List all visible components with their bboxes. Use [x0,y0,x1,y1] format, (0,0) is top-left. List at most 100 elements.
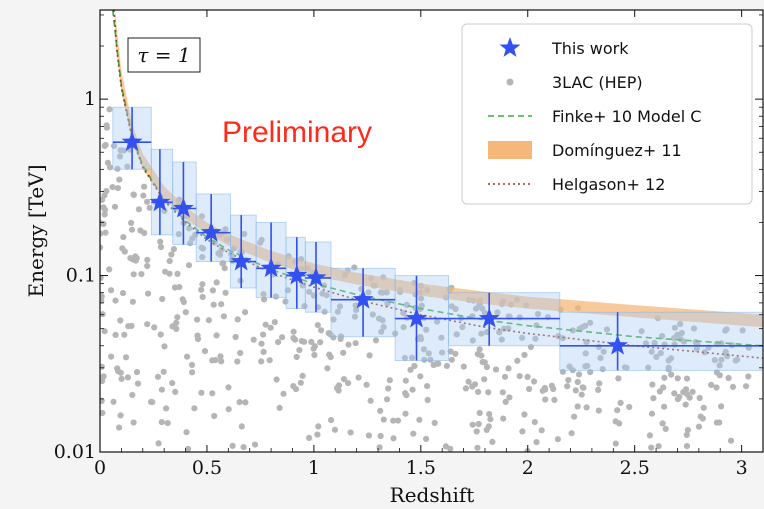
lac-point [148,398,155,405]
lac-point [275,339,282,346]
lac-point [290,383,297,390]
lac-point [173,325,180,332]
lac-point [417,336,424,343]
lac-point [102,141,109,149]
lac-point [306,434,313,441]
lac-point [106,164,114,171]
lac-point [266,357,273,364]
lac-point [314,431,321,438]
lac-point [568,430,575,437]
lac-point [189,369,196,376]
lac-point [182,309,189,316]
lac-point [682,401,689,408]
lac-point [486,411,493,418]
lac-point [117,317,124,324]
lac-point [161,343,168,350]
lac-point [686,394,693,401]
lac-point [550,385,557,393]
lac-point [683,386,690,393]
lac-point [345,380,352,387]
lac-point [671,390,678,397]
lac-point [297,379,304,386]
lac-point [390,417,397,424]
lac-point [401,354,408,361]
lac-point [290,328,297,335]
legend-entry-label: This work [551,39,629,58]
lac-point [417,373,424,380]
lac-point [516,373,523,380]
lac-point [465,378,472,385]
lac-point [597,354,604,362]
plot-frame [99,9,764,453]
lac-point [110,398,117,405]
lac-point [319,290,326,297]
lac-point [582,350,589,357]
lac-point [280,390,287,397]
lac-point [554,436,562,443]
lac-point [668,371,675,378]
lac-point [487,416,494,423]
lac-point [130,419,137,426]
lac-point [416,416,423,423]
lac-point [745,373,752,380]
lac-point [340,376,347,383]
lac-point [380,324,387,331]
lac-point [217,353,224,360]
x-tick-label: 1 [308,457,320,479]
uncertainty-box [150,148,174,236]
lac-point [383,289,390,296]
this-work-points [112,106,763,371]
lac-point [452,305,459,313]
this-work-star [305,266,327,287]
lac-point [677,320,684,328]
lac-point [385,385,392,392]
x-tick-label: 0 [94,457,106,479]
lac-point [198,286,205,293]
lac-point [100,409,106,417]
lac-point [479,358,486,366]
lac-point [251,441,259,448]
lac-point [260,348,267,355]
lac-point [365,432,372,439]
lac-point [376,444,383,451]
lac-point [418,295,425,302]
axis-ticks: 0 0.5 1 1.5 2 2.5 3 0.01 0.1 1 [54,10,763,479]
lac-point [234,358,241,365]
lac-point [262,321,269,328]
lac-point [421,356,428,363]
lac-point [229,442,236,449]
lac-point [199,245,207,252]
lac-point [713,369,721,376]
lac-point [478,330,485,337]
lac-point [117,147,124,154]
lac-point [117,369,124,376]
lac-point [293,353,300,361]
lac-point [318,327,325,334]
tau-label: τ = 1 [137,43,190,67]
lac-point [452,350,459,357]
lac-point [727,437,735,444]
lac-point [424,383,431,390]
lac-point [532,335,539,342]
legend-entry-label: Finke+ 10 Model C [552,107,701,126]
lac-point [290,334,297,342]
lac-point [386,377,393,384]
lac-point [174,314,181,321]
lac-point [378,328,385,335]
lac-point [650,395,657,402]
lac-point [250,336,257,343]
lac-point [355,374,362,381]
lac-point [542,396,549,403]
x-tick-label: 1.5 [406,457,436,479]
lac-point [119,245,126,252]
lac-point [499,389,506,396]
lac-point [218,358,225,365]
lac-point [101,328,108,335]
lac-point [469,383,476,390]
x-tick-label: 0.5 [192,457,222,479]
uncertainty-box [559,311,763,371]
lac-point [186,225,193,232]
lac-point [402,410,409,417]
lac-point [580,384,587,391]
this-work-star [286,264,308,285]
